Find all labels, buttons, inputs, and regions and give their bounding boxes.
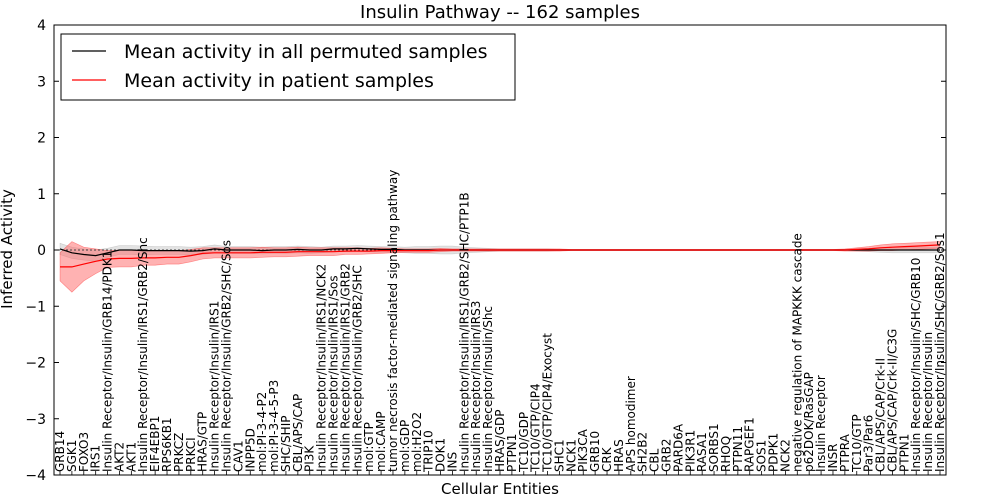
y-axis-label: Inferred Activity [0,189,16,309]
x-category-label: TC10/GDP [517,412,531,473]
x-category-label: RASA1 [695,432,709,472]
x-category-label: HRAS [612,439,626,472]
x-category-label: PTPN11 [731,426,745,472]
x-category-label: TC10/GTP/CIP4/Exocyst [541,333,555,473]
x-category-label: CBL/APS/CAP/Crk-II/C3G [885,329,899,472]
x-category-label: IRS1 [89,445,103,472]
x-category-label: SHC/SHIP [279,416,293,472]
x-category-label: tumor necrosis factor-mediated signaling… [386,170,400,472]
x-category-label: SH2B2 [636,432,650,472]
x-category-label: PRKCZ [172,433,186,472]
x-category-label: Insulin Receptor/Insulin/SHC/GRB10 [909,258,923,472]
x-category-label: TC10/GTP/CIP4 [529,383,543,473]
x-category-label: PTPN1 [897,434,911,472]
x-category-label: PDPK1 [767,433,781,472]
x-category-label: negative regulation of MAPKKK cascade [790,233,804,472]
y-tick-label: 1 [37,187,46,203]
x-category-label: Insulin Receptor/Insulin/GRB2/SHC/Sos [220,240,234,472]
y-tick-label: 4 [37,18,46,34]
x-category-label: EIF4EBP1 [148,416,162,472]
x-category-label: CBL/APS/CAP/Crk-II [874,358,888,472]
x-category-label: SORBS1 [707,423,721,472]
x-category-label: RHOQ [719,436,733,472]
x-category-label: GRB10 [588,431,602,472]
x-category-label: INS [445,452,459,472]
x-category-label: Insulin Receptor/Insulin/IRS1/Sos [327,275,341,472]
x-category-label: APS homodimer [624,376,638,472]
x-category-label: NCK1 [564,439,578,472]
x-category-label: PI3K [303,445,317,472]
x-category-label: CAV1 [231,440,245,472]
x-category-label: CRK [600,446,614,472]
x-category-label: NCK2 [778,439,792,472]
x-category-label: Insulin Receptor/Insulin/IRS3 [469,301,483,472]
y-tick-label: −1 [25,299,46,315]
x-category-label: SOS1 [755,440,769,472]
legend-label-permuted: Mean activity in all permuted samples [124,41,487,63]
y-tick-label: 0 [37,243,46,259]
x-category-label: CBL [648,448,662,472]
y-tick-label: 2 [37,131,46,147]
y-tick-label: 3 [37,74,46,90]
x-category-label: Insulin Receptor/Insulin/IRS1/GRB2 [338,263,352,472]
x-category-label: TC10/GTP [850,414,864,473]
x-category-label: AKT1 [124,442,138,472]
x-category-label: HRAS/GTP [196,412,210,472]
x-category-label: GRB14 [53,431,67,472]
x-category-label: SGK1 [65,440,79,472]
x-category-label: PIK3CA [576,428,590,472]
x-category-label: Insulin Receptor/Insulin [921,332,935,472]
x-category-label: TRIP10 [422,430,436,473]
x-category-label: PTPN1 [505,434,519,472]
x-category-label: HRAS/GDP [493,409,507,472]
x-category-label: PARD6A [671,423,685,472]
x-category-label: GRB2 [660,438,674,472]
x-category-label: mol:CAMP [374,411,388,472]
x-category-label: Insulin Receptor/Insulin/IRS1/GRB2/SHC/P… [457,192,471,472]
legend: Mean activity in all permuted samples Me… [60,33,516,101]
x-category-label: mol:PI-3-4-5-P3 [267,380,281,472]
x-category-label: RPS6KB1 [160,417,174,472]
x-category-label: p62DOK/RasGAP [802,372,816,472]
x-category-label: mol:PI-3-4-P2 [255,392,269,472]
x-category-label: Insulin Receptor/Insulin/IRS1/NCK2 [315,264,329,472]
x-category-label: DOK1 [434,438,448,472]
x-category-label: mol:GDP [398,420,412,472]
x-category-label: Insulin Receptor/Insulin/GRB2/SHC [350,265,364,472]
legend-label-patient: Mean activity in patient samples [124,70,434,92]
x-category-label: Insulin Receptor/Insulin/Shc [481,306,495,472]
x-category-label: FOXO3 [77,432,91,472]
x-category-label: SHC1 [553,439,567,472]
y-tick-label: −3 [25,412,46,428]
y-tick-label: −2 [25,356,46,372]
x-category-label: CBL/APS/CAP [291,394,305,472]
chart-title: Insulin Pathway -- 162 samples [360,2,640,23]
legend-box [60,33,516,101]
x-category-label: mol:H2O2 [410,412,424,472]
x-category-label: Par3/Par6 [862,415,876,472]
x-category-label: RAPGEF1 [743,417,757,472]
x-category-label: INPP5D [243,428,257,472]
x-category-label: Insulin Receptor/Insulin/SHC/GRB2/Sos1 [933,232,947,472]
x-category-label: PTPRA [838,433,852,472]
y-tick-label: −4 [25,468,46,484]
x-category-label: PRKCI [184,437,198,472]
series-lines [59,244,941,268]
y-axis-ticks: −4 −3 −2 −1 0 1 2 3 4 [25,18,946,484]
x-category-label: Insulin Receptor/Insulin/IRS1 [208,301,222,472]
x-category-label: Insulin Receptor/Insulin/IRS1/GRB2/Shc [136,237,150,472]
x-category-label: Insulin Receptor/Insulin/GRB14/PDK1 [101,251,115,472]
line-mean-activity-in-patient-samples [60,244,941,268]
x-category-label: mol:GTP [362,422,376,472]
x-category-label: INSR [826,444,840,472]
x-category-label: Insulin Receptor [814,375,828,472]
x-category-label: PIK3R1 [683,430,697,472]
x-axis-label: Cellular Entities [441,480,559,498]
x-category-label: AKT2 [113,442,127,472]
